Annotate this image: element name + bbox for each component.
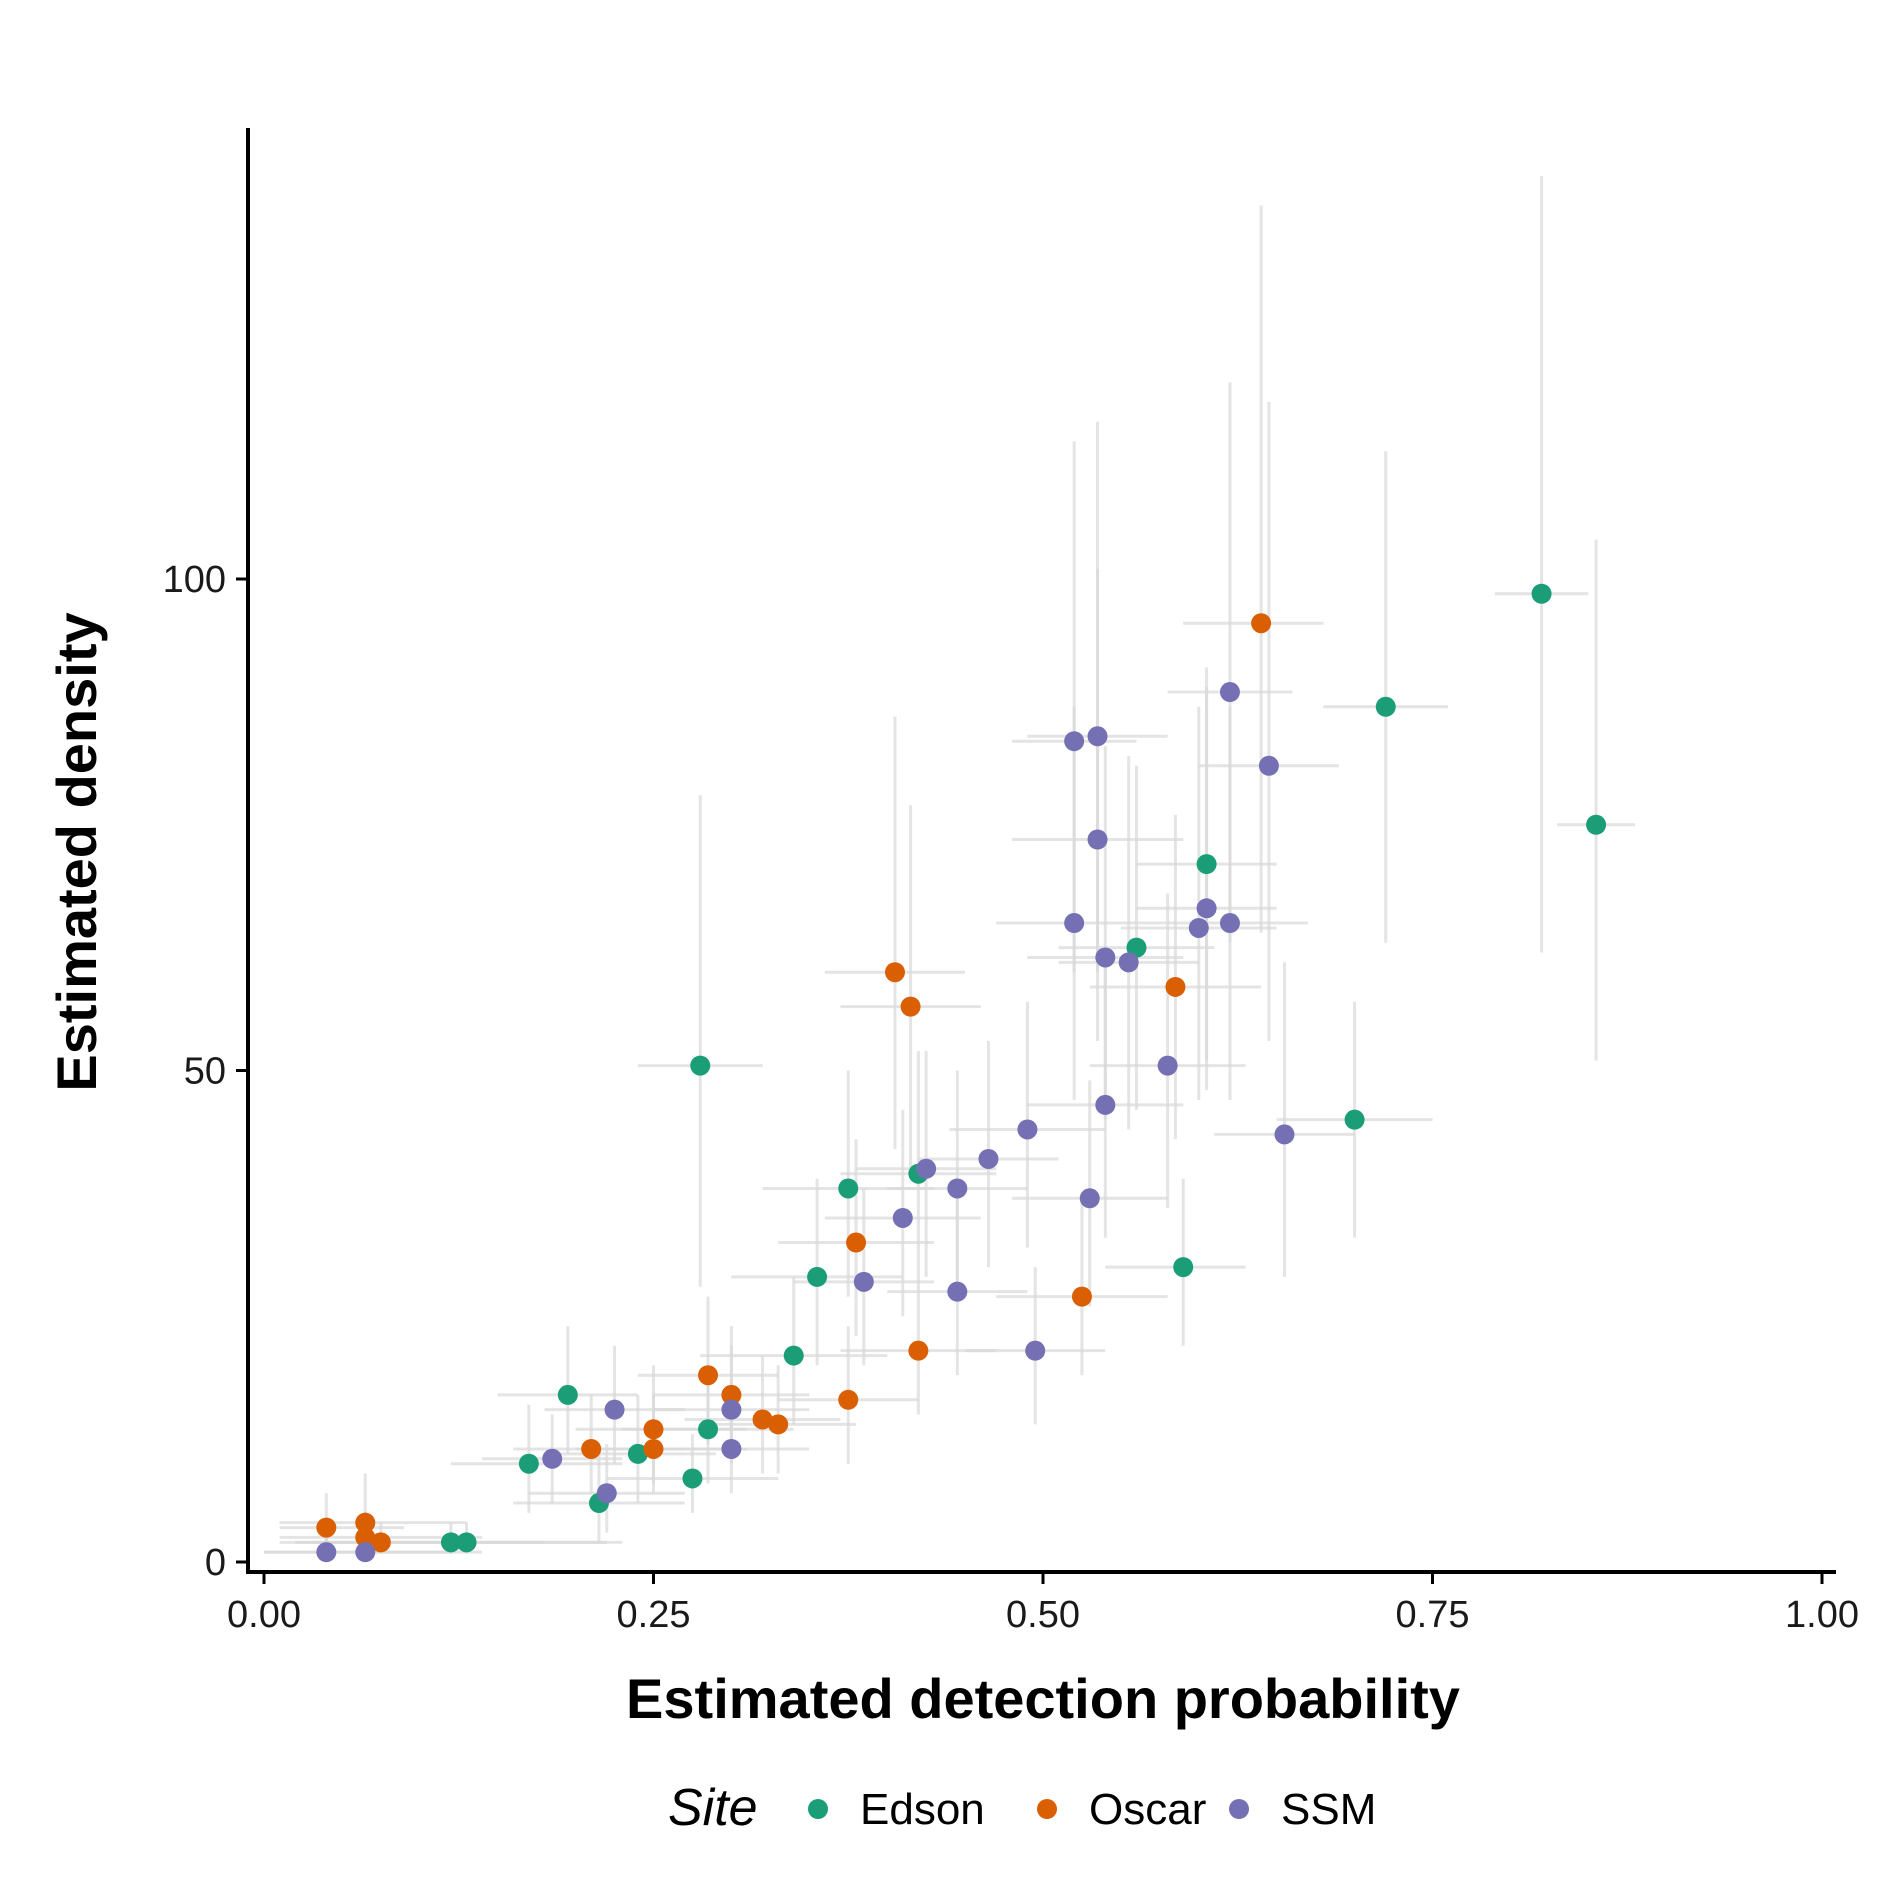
y-tick-label: 0 — [205, 1542, 226, 1584]
data-point-ssm — [1064, 731, 1085, 752]
y-tick-label: 100 — [163, 559, 226, 601]
data-point-oscar — [900, 996, 921, 1017]
data-point-ssm — [1157, 1055, 1178, 1076]
data-point-edson — [783, 1345, 804, 1366]
error-bars — [264, 175, 1636, 1562]
data-point-ssm — [1219, 682, 1240, 703]
data-point-ssm — [1274, 1124, 1295, 1145]
x-tick-label: 0.00 — [227, 1594, 301, 1636]
data-point-ssm — [1087, 829, 1108, 850]
legend-title: Site — [668, 1779, 758, 1837]
x-tick-label: 1.00 — [1785, 1594, 1859, 1636]
data-point-edson — [690, 1055, 711, 1076]
data-point-edson — [698, 1419, 719, 1440]
data-point-oscar — [581, 1438, 602, 1459]
data-point-ssm — [1219, 913, 1240, 934]
data-point-ssm — [947, 1178, 968, 1199]
data-point-ssm — [604, 1399, 625, 1420]
data-point-oscar — [721, 1384, 742, 1405]
data-point-oscar — [698, 1365, 719, 1386]
data-point-ssm — [1118, 952, 1139, 973]
x-axis-title: Estimated detection probability — [626, 1667, 1460, 1730]
data-point-oscar — [355, 1527, 376, 1548]
x-tick-label: 0.25 — [617, 1594, 691, 1636]
data-point-oscar — [643, 1419, 664, 1440]
data-point-ssm — [1079, 1188, 1100, 1209]
data-point-ssm — [542, 1448, 563, 1469]
data-point-edson — [838, 1178, 859, 1199]
y-axis-title: Estimated density — [45, 612, 108, 1091]
data-point-edson — [627, 1443, 648, 1464]
data-point-ssm — [355, 1542, 376, 1563]
data-point-edson — [1173, 1257, 1194, 1278]
data-point-oscar — [908, 1340, 929, 1361]
data-point-oscar — [752, 1409, 773, 1430]
axes — [246, 128, 1836, 1574]
data-point-oscar — [370, 1532, 391, 1553]
data-point-oscar — [884, 962, 905, 983]
data-point-ssm — [721, 1399, 742, 1420]
data-point-edson — [1196, 854, 1217, 875]
data-point-oscar — [316, 1517, 337, 1538]
x-ticks: 0.00 0.25 0.50 0.75 1.00 — [227, 1572, 1859, 1636]
data-point-edson — [1344, 1109, 1365, 1130]
data-point-edson — [557, 1384, 578, 1405]
data-point-oscar — [838, 1389, 859, 1410]
data-point-ssm — [1095, 947, 1116, 968]
x-tick-label: 0.50 — [1006, 1594, 1080, 1636]
data-point-ssm — [978, 1148, 999, 1169]
data-point-ssm — [1095, 1094, 1116, 1115]
data-point-ssm — [1025, 1340, 1046, 1361]
data-point-ssm — [892, 1207, 913, 1228]
legend: Site Edson Oscar SSM — [668, 1779, 1376, 1837]
legend-label-ssm: SSM — [1281, 1785, 1376, 1834]
data-point-oscar — [768, 1414, 789, 1435]
data-point-oscar — [846, 1232, 867, 1253]
data-point-ssm — [1196, 898, 1217, 919]
data-point-ssm — [916, 1158, 937, 1179]
data-point-edson — [1531, 583, 1552, 604]
data-point-ssm — [721, 1438, 742, 1459]
data-point-oscar — [355, 1512, 376, 1533]
data-point-edson — [1375, 696, 1396, 717]
x-tick-label: 0.75 — [1396, 1594, 1470, 1636]
data-point-ssm — [947, 1281, 968, 1302]
data-point-ssm — [1258, 755, 1279, 776]
data-point-ssm — [1188, 917, 1209, 938]
data-point-oscar — [1071, 1286, 1092, 1307]
data-point-oscar — [643, 1438, 664, 1459]
y-ticks: 0 50 100 — [163, 559, 248, 1584]
legend-label-oscar: Oscar — [1089, 1785, 1206, 1834]
data-point-edson — [1126, 937, 1147, 958]
data-point-oscar — [1165, 976, 1186, 997]
data-point-edson — [440, 1532, 461, 1553]
data-point-ssm — [316, 1542, 337, 1563]
y-tick-label: 50 — [184, 1051, 226, 1093]
legend-key-oscar — [1037, 1799, 1057, 1819]
data-point-edson — [456, 1532, 477, 1553]
data-point-ssm — [1087, 726, 1108, 747]
data-point-ssm — [853, 1271, 874, 1292]
legend-label-edson: Edson — [860, 1785, 985, 1834]
data-point-ssm — [1064, 913, 1085, 934]
legend-key-edson — [808, 1799, 828, 1819]
data-point-edson — [682, 1468, 703, 1489]
data-point-edson — [518, 1453, 539, 1474]
data-point-ssm — [596, 1483, 617, 1504]
data-point-edson — [807, 1266, 828, 1287]
data-point-oscar — [1251, 613, 1272, 634]
data-point-edson — [1586, 814, 1607, 835]
data-point-ssm — [1017, 1119, 1038, 1140]
data-points — [316, 583, 1607, 1563]
legend-key-ssm — [1229, 1799, 1249, 1819]
